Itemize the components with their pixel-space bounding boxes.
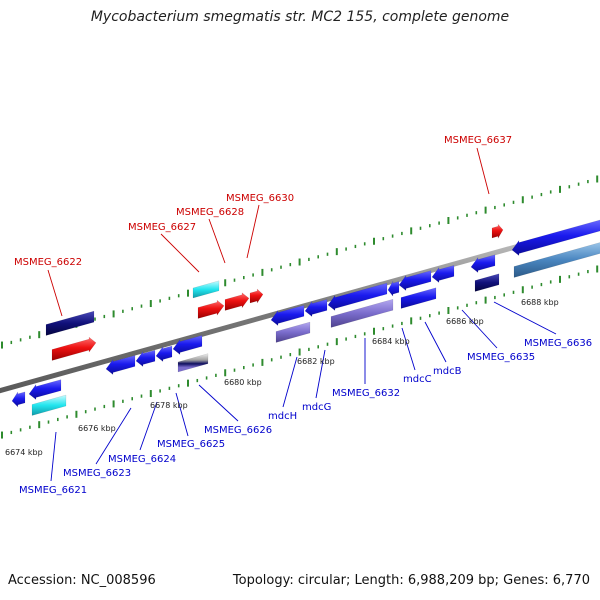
leader-mdcb <box>424 321 447 363</box>
map-title: Mycobacterium smegmatis str. MC2 155, co… <box>90 9 510 25</box>
gene-msmeg-6636 <box>511 219 600 257</box>
gene-msmeg-6632 <box>327 282 388 312</box>
gene-label-mdch[interactable]: mdcH <box>268 411 297 422</box>
gene-msmeg-6635-b <box>474 273 500 292</box>
leader-mdcg <box>315 349 326 399</box>
gene-label-msmeg-6635[interactable]: MSMEG_6635 <box>467 352 535 363</box>
gene-label-msmeg-6637[interactable]: MSMEG_6637 <box>444 135 512 146</box>
gene-label-msmeg-6621[interactable]: MSMEG_6621 <box>19 485 87 496</box>
position-label-6686: 6686 kbp <box>446 317 484 326</box>
gene-mdcg <box>304 299 328 318</box>
leader-msmeg-6636 <box>493 301 557 335</box>
leader-mdch <box>282 356 298 408</box>
gene-msmeg-6630 <box>249 288 264 304</box>
leader-msmeg-6625 <box>175 392 189 437</box>
gene-msmeg-6635 <box>470 254 496 274</box>
gene-label-msmeg-6626[interactable]: MSMEG_6626 <box>204 425 272 436</box>
leader-mdcc <box>401 327 416 371</box>
gene-label-msmeg-6630[interactable]: MSMEG_6630 <box>226 193 294 204</box>
gene-label-mdcb[interactable]: mdcB <box>433 366 462 377</box>
position-label-6676: 6676 kbp <box>78 424 116 433</box>
gene-label-msmeg-6627[interactable]: MSMEG_6627 <box>128 222 196 233</box>
gene-label-msmeg-6628[interactable]: MSMEG_6628 <box>176 207 244 218</box>
gene-msmeg-6621-a <box>11 391 26 408</box>
position-label-6684: 6684 kbp <box>372 337 410 346</box>
gene-msmeg-6622-rna <box>45 310 95 336</box>
gene-msmeg-6627-cds <box>197 299 225 319</box>
genome-summary-text: Topology: circular; Length: 6,988,209 bp… <box>232 573 590 588</box>
gene-label-msmeg-6623[interactable]: MSMEG_6623 <box>63 468 131 479</box>
leader-msmeg-6626 <box>198 384 239 422</box>
gene-features <box>11 219 600 416</box>
gene-label-msmeg-6624[interactable]: MSMEG_6624 <box>108 454 176 465</box>
leader-msmeg-6628 <box>208 218 226 264</box>
accession-text: Accession: NC_008596 <box>8 573 156 588</box>
gene-msmeg-6623 <box>31 394 67 416</box>
gene-msmeg-6625 <box>155 345 173 363</box>
gene-label-mdcc[interactable]: mdcC <box>403 374 432 385</box>
position-label-6674: 6674 kbp <box>5 448 43 457</box>
gene-mdch <box>270 304 305 327</box>
gene-msmeg-6624 <box>105 355 136 376</box>
gene-msmeg-6636-b <box>513 242 600 278</box>
gene-label-mdcg[interactable]: mdcG <box>302 402 331 413</box>
leader-msmeg-6623 <box>95 407 132 465</box>
leader-msmeg-6621 <box>50 431 57 482</box>
gene-msmeg-6632-b <box>330 298 394 328</box>
gene-mdcb-b <box>400 287 437 309</box>
gene-mdch-b <box>275 321 311 343</box>
leader-msmeg-6627 <box>160 233 200 273</box>
leader-msmeg-6630 <box>246 204 260 259</box>
leader-msmeg-6624 <box>139 401 158 451</box>
gene-label-msmeg-6636[interactable]: MSMEG_6636 <box>524 338 592 349</box>
gene-msmeg-6621 <box>28 379 62 401</box>
position-label-6688: 6688 kbp <box>521 298 559 307</box>
gene-msmeg-6637 <box>491 223 504 240</box>
gene-label-msmeg-6622[interactable]: MSMEG_6622 <box>14 257 82 268</box>
gene-msmeg-6622 <box>51 336 97 361</box>
position-label-6680: 6680 kbp <box>224 378 262 387</box>
gene-msmeg-6626-b <box>177 353 209 373</box>
gene-label-msmeg-6632[interactable]: MSMEG_6632 <box>332 388 400 399</box>
leader-msmeg-6622 <box>47 269 63 317</box>
gene-mdcc-a <box>387 280 400 297</box>
position-label-6682: 6682 kbp <box>297 357 335 366</box>
label-leaders <box>47 147 557 482</box>
leader-msmeg-6637 <box>476 147 490 195</box>
gene-mdcb <box>431 265 455 284</box>
gene-msmeg-6626 <box>172 335 203 356</box>
position-label-6678: 6678 kbp <box>150 401 188 410</box>
leader-msmeg-6635 <box>461 309 498 349</box>
gene-mdcc <box>398 270 432 292</box>
gene-msmeg-6624-b <box>135 349 156 368</box>
gene-msmeg-6628 <box>224 292 250 311</box>
gene-label-msmeg-6625[interactable]: MSMEG_6625 <box>157 439 225 450</box>
gene-msmeg-6627 <box>192 280 220 299</box>
